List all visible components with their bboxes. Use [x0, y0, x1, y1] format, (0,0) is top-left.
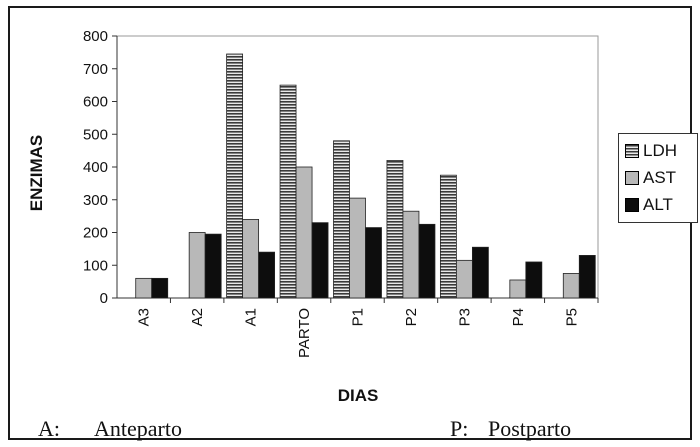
y-tick-label: 100: [83, 257, 108, 274]
legend-swatch-ast: [625, 171, 639, 185]
x-tick-label: P4: [510, 308, 527, 326]
bar-alt-p2: [418, 223, 436, 299]
x-tick-label: A2: [189, 308, 206, 326]
bar-ast-a3: [135, 277, 153, 299]
chart-frame: 0 100 200 300 400 500 600 700 800 A3 A2 A1 PARTO P1 P2…: [8, 6, 698, 442]
bar-ldh-a1: [226, 53, 244, 299]
legend-item-ldh: LDH: [625, 140, 677, 162]
bar-alt-p1: [365, 227, 382, 299]
bar-alt-parto: [311, 222, 329, 299]
bar-ast-p2: [402, 210, 420, 299]
x-tick-label: A3: [136, 308, 153, 326]
y-tick-label: 400: [83, 159, 108, 176]
bar-alt-p3: [471, 246, 489, 299]
legend-swatch-alt: [625, 198, 639, 212]
y-tick-label: 500: [83, 126, 108, 143]
legend-label-ldh: LDH: [643, 141, 678, 160]
bar-alt-p5: [578, 255, 596, 299]
legend-swatch-ldh: [625, 144, 639, 158]
legend-item-alt: ALT: [625, 194, 673, 216]
y-tick-label: 700: [83, 61, 108, 78]
bar-ast-p5: [562, 273, 580, 299]
plot-area: 0 100 200 300 400 500 600 700 800 A3 A2 A1 PARTO P1 P2…: [83, 28, 599, 358]
x-tick-label: PARTO: [296, 308, 313, 358]
y-tick-label: 600: [83, 94, 108, 111]
bar-ast-parto: [295, 166, 313, 299]
legend-item-ast: AST: [625, 167, 676, 189]
bar-ast-p1: [349, 197, 366, 299]
x-tick-label: P1: [350, 308, 367, 326]
y-tick-label: 200: [83, 225, 108, 242]
legend-label-ast: AST: [643, 168, 677, 187]
x-tick-label: P3: [456, 308, 473, 326]
legend: LDH AST ALT: [618, 133, 698, 223]
bar-alt-a3: [151, 277, 169, 299]
x-tick-label: P5: [563, 308, 580, 326]
y-axis-title: ENZIMAS: [27, 135, 46, 212]
y-tick-label: 300: [83, 192, 108, 209]
bar-alt-a2: [204, 233, 222, 299]
bar-chart: 0 100 200 300 400 500 600 700 800 A3 A2 A1 PARTO P1 P2…: [27, 28, 599, 405]
x-tick-label: P2: [403, 308, 420, 326]
footnote-key-p: P:: [450, 416, 469, 441]
footnote-text-postparto: Postparto: [488, 416, 572, 441]
footnote-anteparto: A: Anteparto: [38, 416, 182, 442]
bar-alt-a1: [258, 251, 276, 299]
footnote-postparto: P: Postparto: [450, 416, 571, 442]
legend-label-alt: ALT: [643, 195, 673, 214]
bar-ldh-parto: [279, 84, 297, 299]
bar-ldh-p1: [333, 140, 350, 299]
x-tick-label: A1: [243, 308, 260, 326]
footnote-key-a: A:: [38, 416, 60, 441]
y-tick-label: 800: [83, 28, 108, 45]
y-tick-label: 0: [100, 290, 108, 307]
bar-ldh-p2: [386, 160, 404, 299]
bar-alt-p4: [525, 261, 543, 299]
footnote-text-anteparto: Anteparto: [94, 416, 182, 441]
bar-ast-a2: [188, 232, 206, 299]
x-axis-title: DIAS: [338, 386, 379, 405]
bar-ast-p3: [455, 259, 473, 299]
bar-ldh-p3: [439, 174, 457, 299]
bar-ast-a1: [242, 218, 260, 299]
bar-ast-p4: [509, 279, 527, 299]
